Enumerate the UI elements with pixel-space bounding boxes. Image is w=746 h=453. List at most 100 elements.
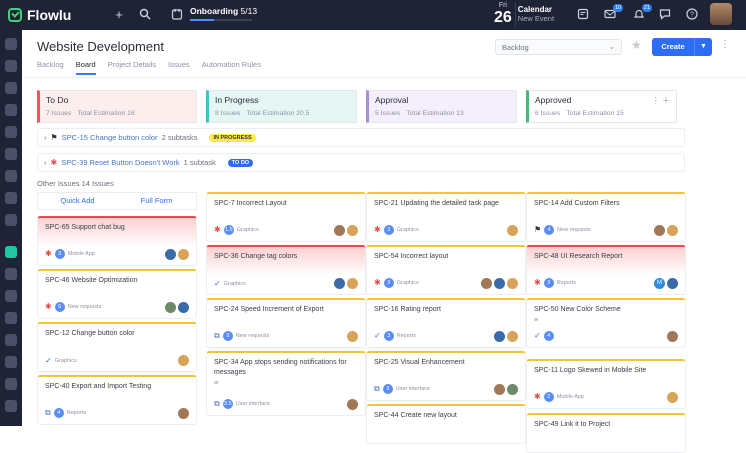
issue-card[interactable]: SPC-24 Speed Increment of Export ⧉ 3 New r… [206,298,366,348]
issue-card[interactable]: SPC-44 Create new layout [366,404,526,444]
search-icon[interactable] [138,8,152,22]
calendar-weekday: Fri [498,2,507,9]
issue-card[interactable]: SPC-49 Link it to Project [526,413,686,453]
sidebar-crm-icon[interactable] [5,60,17,72]
tab-board[interactable]: Board [75,60,96,75]
tab-automation-rules[interactable]: Automation Rules [201,60,261,69]
issue-card[interactable]: SPC-65 Support chat bug ✱ 3 Mobile App [37,216,197,266]
story-points: 4 [544,225,555,235]
sidebar-projects-icon[interactable] [5,214,17,226]
column-actions[interactable]: ⋮ ＋ [651,96,670,105]
sidebar-contacts-icon[interactable] [5,126,17,138]
notifications-icon[interactable]: 21 [632,4,652,22]
issue-card[interactable]: SPC-48 UI Research Report ✱ 3 Reports M [526,245,686,295]
chevron-right-icon[interactable]: › [44,158,47,167]
bug-icon: ✱ [45,302,52,311]
sidebar-finance-icon[interactable] [5,148,17,160]
issue-title: SPC-11 Logo Skewed in Mobile Site [534,367,647,374]
sidebar-knowledge-icon[interactable] [5,268,17,280]
check-icon: ✓ [534,331,541,340]
onboarding-label: Onboarding [190,6,239,16]
tab-issues[interactable]: Issues [168,60,190,69]
column-name: Approval [375,95,409,105]
add-icon[interactable]: + [115,7,123,22]
swimlane[interactable]: › ⚑ SPC-15 Change button color 2 subtask… [37,128,685,147]
bookmark-icon: ⚑ [534,225,542,234]
sidebar-invoices-icon[interactable] [5,170,17,182]
swimlane-link[interactable]: SPC-15 Change button color [61,133,158,142]
issue-card[interactable]: SPC-34 App stops sending notifications f… [206,351,366,416]
onboarding-icon[interactable] [170,8,184,22]
bug-icon: ✱ [534,278,541,287]
chevron-right-icon[interactable]: › [44,133,47,142]
help-icon[interactable]: ? [685,8,699,22]
issue-title: SPC-12 Change button color [45,330,135,337]
full-form-button[interactable]: Full Form [140,196,173,205]
avatar [667,225,678,236]
issue-title: SPC-54 Incorrect layout [374,253,449,260]
status-badge: TO DO [227,158,254,167]
sidebar-agile-icon[interactable] [5,246,17,258]
issue-card[interactable]: SPC-21 Updating the detailed task page ✱… [366,192,526,242]
issue-tag: User interface [395,386,430,392]
avatar [667,278,678,289]
swimlane[interactable]: › ✱ SPC-39 Reset Button Doesn't Work 1 s… [37,153,685,172]
quick-add-button[interactable]: Quick Add [60,196,95,205]
avatar [334,225,345,236]
star-icon[interactable]: ★ [631,38,642,52]
calendar-widget[interactable]: Fri 26 Calendar New Event [494,2,554,26]
issue-card[interactable]: SPC-36 Change tag colors ✓ Graphics [206,245,366,295]
sidebar-sales-icon[interactable] [5,82,17,94]
swimlane-link[interactable]: SPC-39 Reset Button Doesn't Work [61,158,180,167]
user-avatar[interactable] [710,3,732,25]
issue-card[interactable]: SPC-40 Export and Import Testing ⧉ 4 Repor… [37,375,197,425]
sidebar-dashboard-icon[interactable] [5,38,17,50]
sidebar-settings-icon[interactable] [5,400,17,412]
issue-card[interactable]: SPC-14 Add Custom Filters ⚑ 4 New requests [526,192,686,242]
issue-card[interactable]: SPC-16 Rating report ✓ 3 Reports [366,298,526,348]
sidebar-reports-icon[interactable] [5,356,17,368]
avatar: M [654,278,665,289]
new-event-link[interactable]: New Event [517,14,555,23]
more-icon[interactable]: ⋮ [720,39,730,50]
avatar [507,278,518,289]
issue-card[interactable]: SPC-12 Change button color ✓ Graphics [37,322,197,372]
sidebar-team-icon[interactable] [5,312,17,324]
issue-card[interactable]: SPC-11 Logo Skewed in Mobile Site ✱ 2 Mobi… [526,359,686,409]
swimlane-subtasks: 1 subtask [183,158,216,167]
avatar [654,225,665,236]
assignees [178,355,189,366]
notes-icon[interactable] [576,8,590,22]
sprint-select[interactable]: Backlog ⌄ [495,39,622,55]
tab-backlog[interactable]: Backlog [37,60,64,69]
create-button[interactable]: Create ▼ [652,38,712,56]
page-title: Website Development [37,39,164,54]
issue-card[interactable]: SPC-50 New Color Scheme ≡ ✓ 4 [526,298,686,348]
avatar [178,302,189,313]
app-logo[interactable]: Flowlu [8,7,71,23]
chevron-down-icon[interactable]: ▼ [694,38,712,56]
description-icon: ≡ [534,317,539,324]
issue-card[interactable]: SPC-46 Website Optimization ✱ 6 New reques… [37,269,197,319]
svg-text:?: ? [690,12,694,19]
bug-icon: ✱ [214,225,221,234]
sidebar-marketing-icon[interactable] [5,104,17,116]
issue-title: SPC-50 New Color Scheme [534,306,621,313]
avatar [347,399,358,410]
issue-card[interactable]: SPC-54 Incorrect layout ✱ 3 Graphics [366,245,526,295]
sidebar-tasks-icon[interactable] [5,192,17,204]
column-header-in-progress: In Progress 8 Issues Total Estimation 20.… [206,90,357,123]
issue-card[interactable]: SPC-25 Visual Enhancement ⧉ 3 User interfa… [366,351,526,401]
sidebar-docs-icon[interactable] [5,290,17,302]
mail-icon[interactable]: 10 [603,4,623,22]
chat-icon[interactable] [658,8,672,22]
onboarding-progress[interactable]: Onboarding 5/13 [190,6,257,21]
issue-tag: New requests [67,304,102,310]
assignees [667,392,678,403]
bug-icon: ✱ [50,157,58,167]
sidebar-mail-icon[interactable] [5,334,17,346]
issue-tag: New requests [557,227,591,233]
tab-project-details[interactable]: Project Details [107,60,157,69]
issue-card[interactable]: SPC-7 Incorrect Layout ✱ 1.5 Graphics [206,192,366,242]
sidebar-apps-icon[interactable] [5,378,17,390]
